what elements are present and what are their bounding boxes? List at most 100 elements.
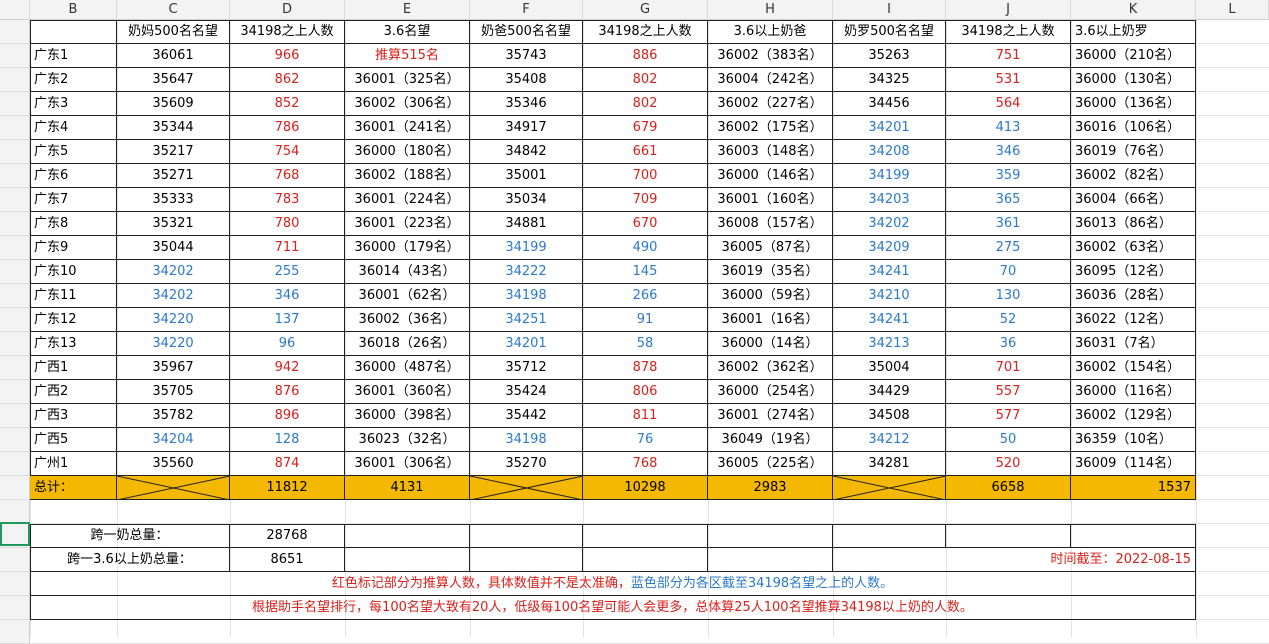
data-cell-i[interactable]: 34208: [833, 140, 946, 164]
data-cell-d[interactable]: 346: [230, 284, 345, 308]
data-cell-e[interactable]: 36023（32名）: [345, 428, 470, 452]
data-cell-e[interactable]: 36001（360名）: [345, 380, 470, 404]
row-header[interactable]: [0, 452, 30, 476]
data-cell-h[interactable]: 36000（14名）: [708, 332, 833, 356]
data-cell-j[interactable]: 365: [946, 188, 1071, 212]
data-cell-j[interactable]: 564: [946, 92, 1071, 116]
data-cell-f[interactable]: 35001: [470, 164, 583, 188]
data-cell-f[interactable]: 35034: [470, 188, 583, 212]
data-cell-f[interactable]: 35712: [470, 356, 583, 380]
region-cell[interactable]: 广东2: [30, 68, 117, 92]
row-header[interactable]: [0, 404, 30, 428]
region-cell[interactable]: 广东6: [30, 164, 117, 188]
data-cell-e[interactable]: 36001（306名）: [345, 452, 470, 476]
data-cell-k[interactable]: 36019（76名）: [1071, 140, 1196, 164]
data-cell-i[interactable]: 34201: [833, 116, 946, 140]
data-cell-h[interactable]: 36002（362名）: [708, 356, 833, 380]
data-cell-f[interactable]: 35442: [470, 404, 583, 428]
data-cell-e[interactable]: 36000（398名）: [345, 404, 470, 428]
data-cell-g[interactable]: 806: [583, 380, 708, 404]
row-header[interactable]: [0, 572, 30, 596]
data-cell-g[interactable]: 670: [583, 212, 708, 236]
data-cell-h[interactable]: 36004（242名）: [708, 68, 833, 92]
data-cell-d[interactable]: 966: [230, 44, 345, 68]
data-cell-e[interactable]: 36001（241名）: [345, 116, 470, 140]
region-cell[interactable]: 广东1: [30, 44, 117, 68]
data-cell-i[interactable]: 34199: [833, 164, 946, 188]
data-cell-j[interactable]: 701: [946, 356, 1071, 380]
data-cell-g[interactable]: 266: [583, 284, 708, 308]
total-crossed-cell[interactable]: [470, 476, 583, 500]
column-header-D[interactable]: D: [230, 0, 345, 20]
data-cell-f[interactable]: 34251: [470, 308, 583, 332]
data-cell-d[interactable]: 862: [230, 68, 345, 92]
data-cell-i[interactable]: 34203: [833, 188, 946, 212]
data-cell-j[interactable]: 130: [946, 284, 1071, 308]
data-cell-f[interactable]: 34881: [470, 212, 583, 236]
row-header[interactable]: [0, 356, 30, 380]
data-cell-e[interactable]: 36001（325名）: [345, 68, 470, 92]
region-cell[interactable]: 广东7: [30, 188, 117, 212]
row-header[interactable]: [0, 428, 30, 452]
summary-empty-cell[interactable]: [583, 524, 708, 548]
data-cell-e[interactable]: 36002（188名）: [345, 164, 470, 188]
data-cell-e[interactable]: 36001（224名）: [345, 188, 470, 212]
data-cell-f[interactable]: 34222: [470, 260, 583, 284]
data-cell-e[interactable]: 36014（43名）: [345, 260, 470, 284]
region-cell[interactable]: 广东13: [30, 332, 117, 356]
data-cell-i[interactable]: 35004: [833, 356, 946, 380]
data-cell-f[interactable]: 35743: [470, 44, 583, 68]
region-cell[interactable]: 广东12: [30, 308, 117, 332]
data-cell-f[interactable]: 35270: [470, 452, 583, 476]
header-cell[interactable]: 奶妈500名名望: [117, 20, 230, 44]
data-cell-k[interactable]: 36031（7名）: [1071, 332, 1196, 356]
summary-empty-cell[interactable]: [470, 548, 583, 572]
data-cell-d[interactable]: 874: [230, 452, 345, 476]
data-cell-c[interactable]: 35647: [117, 68, 230, 92]
data-cell-c[interactable]: 35044: [117, 236, 230, 260]
data-cell-j[interactable]: 346: [946, 140, 1071, 164]
row-header[interactable]: [0, 284, 30, 308]
data-cell-k[interactable]: 36000（210名）: [1071, 44, 1196, 68]
data-cell-g[interactable]: 700: [583, 164, 708, 188]
row-header[interactable]: [0, 140, 30, 164]
region-cell[interactable]: 广东3: [30, 92, 117, 116]
data-cell-h[interactable]: 36002（383名）: [708, 44, 833, 68]
data-cell-f[interactable]: 34842: [470, 140, 583, 164]
summary-value-1[interactable]: 28768: [230, 524, 345, 548]
data-cell-d[interactable]: 137: [230, 308, 345, 332]
data-cell-j[interactable]: 275: [946, 236, 1071, 260]
data-cell-h[interactable]: 36001（16名）: [708, 308, 833, 332]
data-cell-k[interactable]: 36004（66名）: [1071, 188, 1196, 212]
summary-label-1[interactable]: 跨一奶总量：: [30, 524, 230, 548]
data-cell-k[interactable]: 36002（82名）: [1071, 164, 1196, 188]
data-cell-h[interactable]: 36002（175名）: [708, 116, 833, 140]
data-cell-e[interactable]: 推算515名: [345, 44, 470, 68]
data-cell-k[interactable]: 36000（136名）: [1071, 92, 1196, 116]
total-e[interactable]: 4131: [345, 476, 470, 500]
column-header-J[interactable]: J: [946, 0, 1071, 20]
region-cell[interactable]: 广东10: [30, 260, 117, 284]
data-cell-f[interactable]: 34199: [470, 236, 583, 260]
total-k[interactable]: 1537: [1071, 476, 1196, 500]
row-header[interactable]: [0, 500, 30, 524]
data-cell-g[interactable]: 661: [583, 140, 708, 164]
data-cell-i[interactable]: 35263: [833, 44, 946, 68]
data-cell-c[interactable]: 36061: [117, 44, 230, 68]
row-header[interactable]: [0, 116, 30, 140]
region-cell[interactable]: 广东8: [30, 212, 117, 236]
region-cell[interactable]: 广东11: [30, 284, 117, 308]
data-cell-c[interactable]: 34204: [117, 428, 230, 452]
data-cell-j[interactable]: 70: [946, 260, 1071, 284]
data-cell-f[interactable]: 35424: [470, 380, 583, 404]
data-cell-e[interactable]: 36000（179名）: [345, 236, 470, 260]
data-cell-c[interactable]: 35560: [117, 452, 230, 476]
data-cell-j[interactable]: 751: [946, 44, 1071, 68]
summary-empty-cell[interactable]: [345, 524, 470, 548]
data-cell-e[interactable]: 36018（26名）: [345, 332, 470, 356]
select-all-corner[interactable]: [0, 0, 30, 20]
data-cell-d[interactable]: 852: [230, 92, 345, 116]
data-cell-i[interactable]: 34212: [833, 428, 946, 452]
data-cell-d[interactable]: 754: [230, 140, 345, 164]
row-header[interactable]: [0, 44, 30, 68]
